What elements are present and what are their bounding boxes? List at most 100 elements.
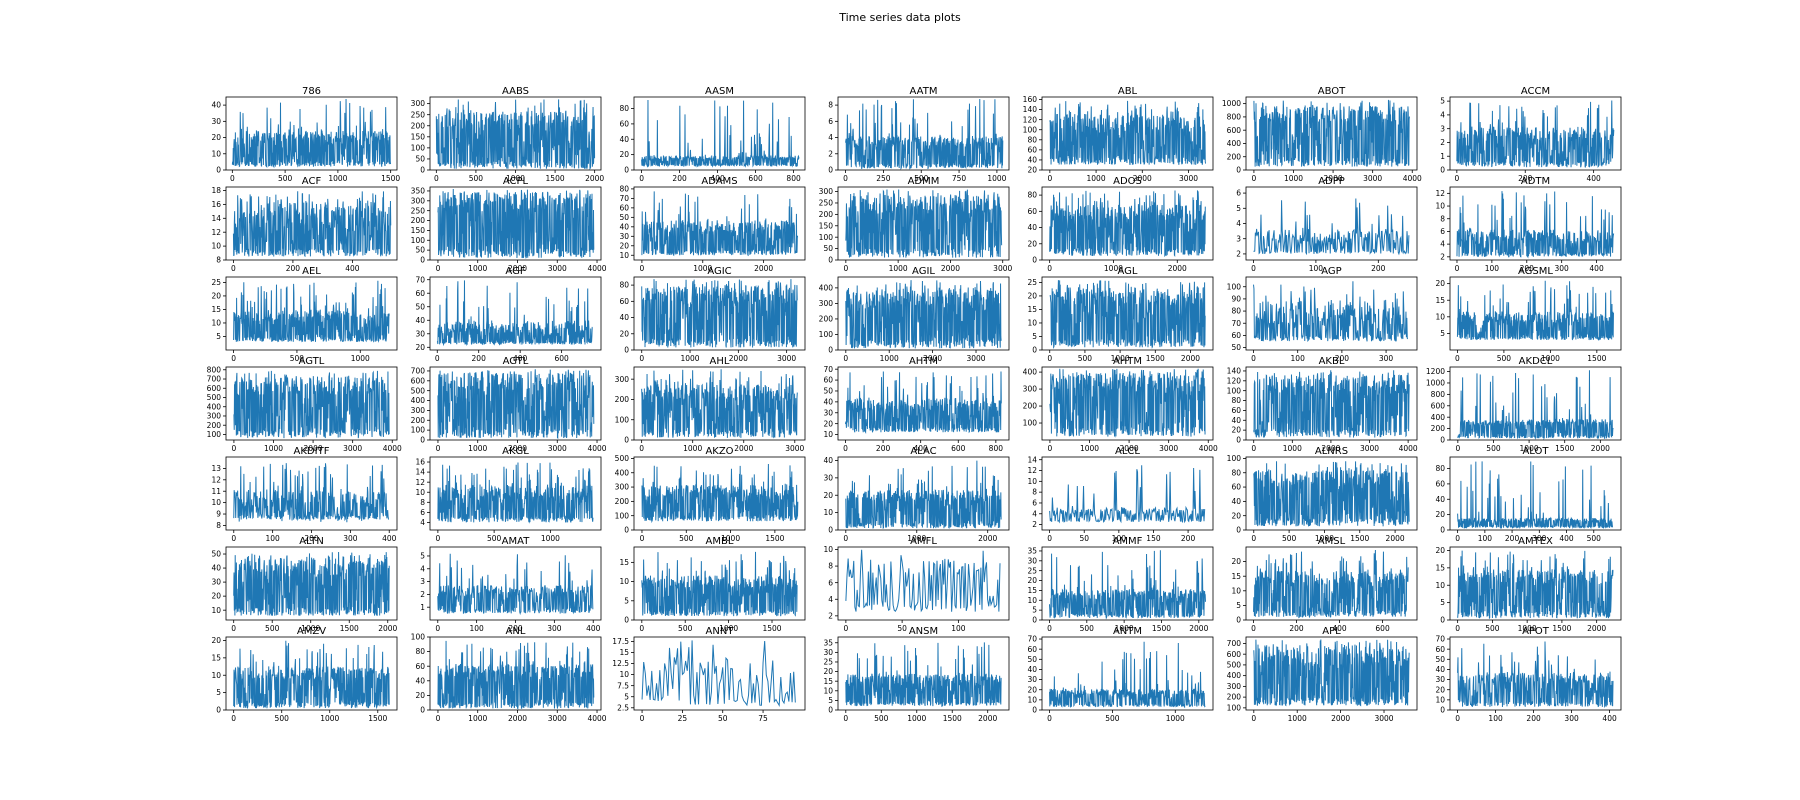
y-tick-label: 10 <box>1027 477 1037 486</box>
subplot-ambl: AMBL 0 500 1000 1500 0 5 10 15 <box>619 536 806 633</box>
y-tick-label: 70 <box>415 275 425 284</box>
subplot-title: ABOT <box>1318 86 1346 97</box>
series-line <box>845 549 1001 613</box>
subplot-amfl: AMFL 0 50 100 2 4 6 8 10 <box>823 536 1010 633</box>
y-tick-label: 40 <box>823 397 833 406</box>
y-tick-label: 200 <box>411 416 426 425</box>
x-tick-label: 4000 <box>1403 174 1422 183</box>
y-tick-label: 300 <box>819 187 834 196</box>
series-line <box>233 370 390 439</box>
subplot-akditf: AKDITF 0 100 200 300 400 8 9 10 11 12 13 <box>211 446 398 543</box>
y-tick-label: 20 <box>1027 292 1037 301</box>
axes-frame <box>837 366 1010 441</box>
axes-frame <box>837 546 1010 621</box>
series-line <box>641 463 799 524</box>
x-tick-label: 200 <box>508 624 523 633</box>
y-tick-label: 20 <box>211 592 221 601</box>
y-tick-label: 70 <box>823 365 833 374</box>
y-tick-label: 0 <box>1440 526 1445 535</box>
y-tick-label: 20 <box>1027 685 1037 694</box>
y-tick-label: 200 <box>1227 152 1242 161</box>
x-tick-label: 1000 <box>1315 534 1334 543</box>
x-tick-label: 0 <box>435 624 440 633</box>
y-tick-label: 200 <box>411 216 426 225</box>
axes-frame <box>837 186 1010 261</box>
y-tick-label: 700 <box>411 367 426 376</box>
x-tick-label: 1000 <box>1115 624 1134 633</box>
y-tick-label: 16 <box>211 200 221 209</box>
y-tick-label: 10 <box>211 498 221 507</box>
x-tick-label: 500 <box>1587 534 1602 543</box>
x-tick-label: 3000 <box>548 444 567 453</box>
x-tick-label: 0 <box>843 354 848 363</box>
y-tick-label: 30 <box>1027 675 1037 684</box>
x-tick-label: 150 <box>1146 534 1161 543</box>
y-tick-label: 14 <box>415 468 425 477</box>
subplot-title: AKZO <box>705 446 733 457</box>
y-tick-label: 40 <box>619 222 629 231</box>
x-tick-label: 2000 <box>1591 444 1610 453</box>
series-line <box>1253 461 1410 527</box>
y-tick-label: 15 <box>619 648 629 657</box>
x-tick-label: 500 <box>275 714 290 723</box>
y-tick-label: 120 <box>1023 115 1038 124</box>
y-tick-label: 100 <box>1023 419 1038 428</box>
y-tick-label: 8 <box>420 498 425 507</box>
series-line <box>641 369 798 439</box>
x-tick-label: 2000 <box>1324 174 1343 183</box>
y-tick-label: 50 <box>211 550 221 559</box>
y-tick-label: 100 <box>1227 282 1242 291</box>
series-line <box>437 553 594 616</box>
y-tick-label: 10 <box>211 319 221 328</box>
x-tick-label: 200 <box>1518 174 1533 183</box>
y-tick-label: 12 <box>415 478 425 487</box>
x-tick-label: 200 <box>1181 534 1196 543</box>
series-line <box>437 369 595 440</box>
y-tick-label: 80 <box>619 104 629 113</box>
subplot-title: ANSM <box>909 626 938 637</box>
y-tick-label: 60 <box>1231 331 1241 340</box>
y-tick-label: 25 <box>211 278 221 287</box>
subplot-title: AKGL <box>502 446 529 457</box>
axes-frame <box>1041 96 1214 171</box>
series-line <box>641 279 798 348</box>
y-tick-label: 60 <box>1027 207 1037 216</box>
y-tick-label: 15 <box>1435 296 1445 305</box>
x-tick-label: 750 <box>952 174 967 183</box>
subplot-title: ANL <box>506 626 526 637</box>
y-tick-label: 40 <box>823 456 833 465</box>
series-line <box>1049 280 1206 349</box>
y-tick-label: 5 <box>1236 204 1241 213</box>
subplot-title: ADPP <box>1318 176 1345 187</box>
y-tick-label: 20 <box>1231 557 1241 566</box>
x-tick-label: 2000 <box>508 444 527 453</box>
y-tick-label: 40 <box>1231 416 1241 425</box>
series-line <box>1049 190 1206 258</box>
y-tick-label: 20 <box>619 150 629 159</box>
y-tick-label: 250 <box>411 110 426 119</box>
subplot-adpp: ADPP 0 100 200 2 3 4 5 6 <box>1236 176 1418 273</box>
y-tick-label: 200 <box>1227 693 1242 702</box>
y-tick-label: 700 <box>207 375 222 384</box>
x-tick-label: 1000 <box>1087 174 1106 183</box>
x-tick-label: 300 <box>1379 354 1394 363</box>
series-line <box>845 460 1002 530</box>
x-tick-label: 1500 <box>1146 354 1165 363</box>
axes-frame <box>633 96 806 171</box>
x-tick-label: 200 <box>304 534 319 543</box>
y-tick-label: 60 <box>823 376 833 385</box>
x-tick-label: 1000 <box>1283 444 1302 453</box>
series-line <box>1253 281 1409 343</box>
axes-frame <box>633 276 806 351</box>
x-tick-label: 600 <box>748 174 763 183</box>
x-tick-label: 1000 <box>506 174 525 183</box>
y-tick-label: 12 <box>1027 466 1037 475</box>
axes-frame <box>837 456 1010 531</box>
x-tick-label: 400 <box>1559 534 1574 543</box>
x-tick-label: 1000 <box>1104 264 1123 273</box>
y-tick-label: 5 <box>1440 598 1445 607</box>
y-tick-label: 25 <box>1027 278 1037 287</box>
y-tick-label: 1 <box>420 603 425 612</box>
y-tick-label: 600 <box>1227 126 1242 135</box>
